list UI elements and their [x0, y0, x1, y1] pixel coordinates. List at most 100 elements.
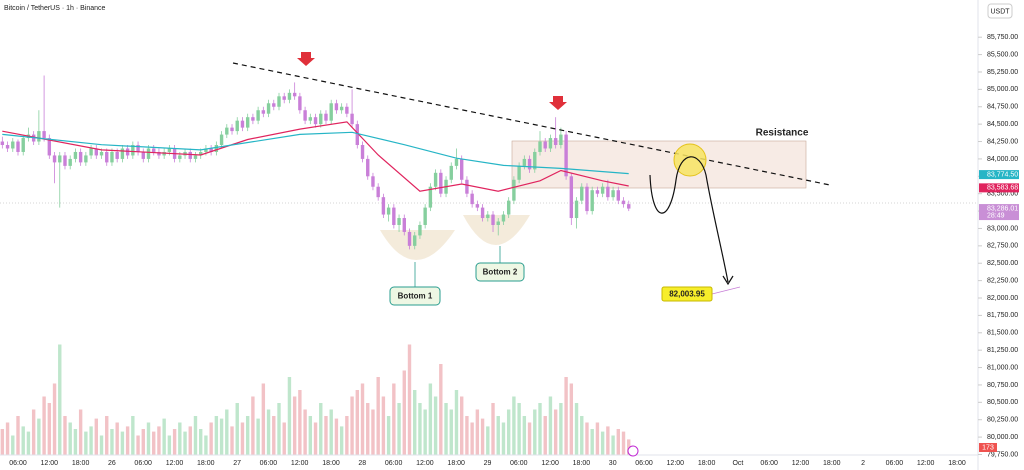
candle-body — [491, 214, 495, 225]
candle-body — [261, 110, 266, 114]
volume-bar — [245, 416, 250, 455]
volume-label: 173 — [982, 444, 994, 451]
y-tick-label: 82,000.00 — [987, 295, 1018, 302]
volume-bar — [527, 422, 532, 455]
volume-bar — [543, 416, 547, 455]
x-tick-label: 12:00 — [166, 460, 184, 467]
event-icon — [627, 445, 639, 457]
volume-bar — [512, 396, 516, 455]
candle-body — [627, 204, 631, 209]
moving-average — [2, 131, 629, 175]
candle-body — [386, 207, 391, 215]
candle-body — [136, 145, 140, 152]
volume-bar — [199, 429, 203, 455]
volume-bar — [136, 435, 140, 455]
candle-body — [298, 96, 302, 111]
volume-bar — [68, 422, 72, 455]
volume-bar — [16, 416, 20, 455]
candle-body — [470, 193, 474, 205]
volume-bar — [313, 422, 318, 455]
price-label: 83,583.68 — [987, 185, 1018, 192]
candle-body — [324, 113, 328, 121]
candle-body — [105, 151, 109, 163]
volume-bar — [428, 383, 433, 455]
volume-bar — [125, 426, 130, 455]
candle-body — [439, 172, 443, 194]
y-tick-label: 80,750.00 — [987, 382, 1018, 389]
x-tick-label: 12:00 — [792, 460, 810, 467]
candle-body — [553, 138, 558, 146]
candle-body — [245, 117, 250, 128]
volume-bar — [204, 435, 208, 455]
x-tick-label: 06:00 — [886, 460, 904, 467]
projection-arrowhead — [722, 275, 734, 286]
volume-bar — [460, 396, 464, 455]
volume-bar — [141, 429, 145, 455]
candle-body — [449, 165, 453, 180]
volume-bar — [99, 435, 104, 455]
x-tick-label: 29 — [484, 460, 492, 467]
candle-body — [214, 145, 219, 152]
volume-bar — [183, 431, 187, 455]
volume-bar — [621, 431, 626, 455]
x-tick-label: 27 — [233, 460, 241, 467]
volume-bar — [449, 409, 453, 455]
candle-body — [225, 127, 229, 135]
volume-bar — [392, 383, 396, 455]
volume-bar — [219, 418, 224, 455]
volume-bar — [282, 422, 286, 455]
volume-bar — [407, 344, 412, 455]
currency-box — [987, 3, 1013, 19]
candle-body — [501, 214, 506, 222]
x-tick-label: 26 — [108, 460, 116, 467]
candle-body — [292, 92, 297, 97]
y-tick-label: 83,000.00 — [987, 225, 1018, 232]
x-tick-label: 18:00 — [322, 460, 340, 467]
volume-bar — [319, 403, 323, 455]
volume-bar — [230, 426, 234, 455]
candle-body — [84, 155, 88, 163]
volume-bar — [397, 403, 401, 455]
volume-bar — [261, 383, 266, 455]
candle-body — [538, 141, 542, 152]
x-tick-label: 06:00 — [260, 460, 278, 467]
candle-body — [89, 148, 93, 156]
x-tick-label: 06:00 — [510, 460, 528, 467]
volume-bar — [47, 403, 52, 455]
candle-body — [0, 141, 5, 146]
volume-bar — [120, 431, 125, 455]
volume-bar — [146, 422, 151, 455]
target-label: 82,003.95 — [669, 290, 705, 299]
x-tick-label: 18:00 — [197, 460, 215, 467]
volume-bar — [63, 416, 67, 455]
volume-bar — [235, 403, 239, 455]
volume-bar — [580, 416, 584, 455]
candle-body — [287, 92, 292, 100]
candle-body — [313, 117, 318, 125]
candle-body — [433, 172, 438, 187]
candle-body — [418, 224, 422, 236]
volume-bar — [225, 409, 229, 455]
volume-bar — [240, 422, 245, 455]
volume-bar — [131, 416, 135, 455]
candle-body — [319, 113, 323, 125]
candle-body — [475, 204, 480, 208]
candle-body — [230, 127, 234, 132]
y-tick-label: 84,500.00 — [987, 121, 1018, 128]
candle-body — [167, 148, 172, 152]
volume-bar — [496, 416, 500, 455]
candle-body — [329, 103, 333, 121]
volume-bar — [292, 396, 297, 455]
volume-bar — [277, 403, 281, 455]
volume-bar — [559, 403, 563, 455]
candle-body — [63, 155, 67, 166]
candle-body — [21, 138, 25, 152]
volume-bar — [115, 422, 119, 455]
y-tick-label: 81,000.00 — [987, 364, 1018, 371]
price-label-box — [979, 170, 1019, 180]
y-tick-label: 80,000.00 — [987, 434, 1018, 441]
candle-body — [366, 158, 370, 177]
candle-body — [496, 221, 500, 225]
bottom-2-cup — [463, 215, 530, 245]
